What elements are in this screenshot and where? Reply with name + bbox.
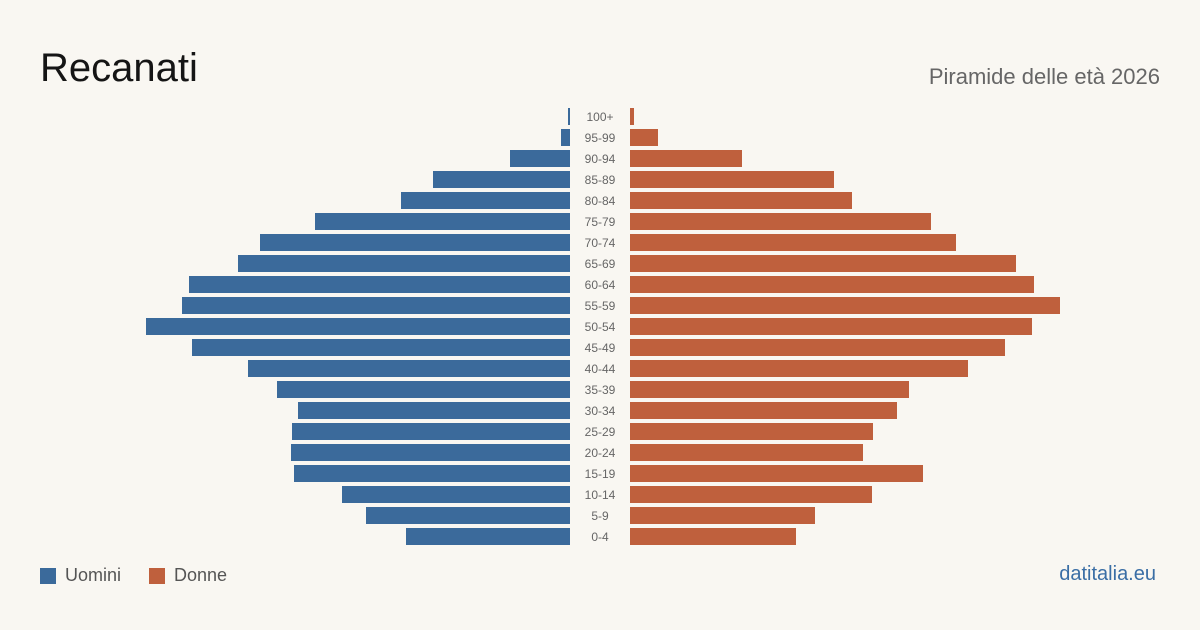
brand-label: datitalia.eu <box>1059 563 1156 585</box>
age-label-40-44: 40-44 <box>585 362 616 376</box>
bar-men-40-44 <box>248 360 570 377</box>
age-label-90-94: 90-94 <box>585 152 616 166</box>
bar-men-90-94 <box>510 150 570 167</box>
bar-men-65-69 <box>238 255 570 272</box>
bar-women-15-19 <box>630 465 923 482</box>
bar-men-50-54 <box>146 318 570 335</box>
age-label-25-29: 25-29 <box>585 425 616 439</box>
bar-women-80-84 <box>630 192 852 209</box>
bar-women-20-24 <box>630 444 863 461</box>
bar-women-60-64 <box>630 276 1034 293</box>
bar-men-85-89 <box>433 171 570 188</box>
age-label-50-54: 50-54 <box>585 320 616 334</box>
chart-legend: Uomini Donne <box>40 565 227 586</box>
bar-women-100+ <box>630 108 634 125</box>
bar-men-15-19 <box>294 465 570 482</box>
legend-item-women: Donne <box>149 565 227 586</box>
page-title: Recanati <box>40 46 198 90</box>
bar-men-5-9 <box>366 507 570 524</box>
age-label-55-59: 55-59 <box>585 299 616 313</box>
bar-women-90-94 <box>630 150 742 167</box>
age-label-75-79: 75-79 <box>585 215 616 229</box>
bar-women-10-14 <box>630 486 872 503</box>
age-label-65-69: 65-69 <box>585 257 616 271</box>
bar-men-95-99 <box>561 129 570 146</box>
age-label-100+: 100+ <box>586 110 613 124</box>
legend-label-women: Donne <box>174 565 228 585</box>
bar-men-0-4 <box>406 528 570 545</box>
age-label-60-64: 60-64 <box>585 278 616 292</box>
bar-women-55-59 <box>630 297 1060 314</box>
bar-women-50-54 <box>630 318 1032 335</box>
legend-label-men: Uomini <box>65 565 122 585</box>
bar-men-100+ <box>568 108 570 125</box>
bar-men-25-29 <box>292 423 570 440</box>
bar-women-25-29 <box>630 423 873 440</box>
age-label-5-9: 5-9 <box>591 509 609 523</box>
age-label-80-84: 80-84 <box>585 194 616 208</box>
bar-men-70-74 <box>260 234 570 251</box>
age-label-30-34: 30-34 <box>585 404 616 418</box>
age-label-15-19: 15-19 <box>585 467 616 481</box>
age-label-35-39: 35-39 <box>585 383 616 397</box>
bar-women-40-44 <box>630 360 968 377</box>
age-label-45-49: 45-49 <box>585 341 616 355</box>
men-swatch <box>40 567 56 584</box>
bar-men-45-49 <box>192 339 570 356</box>
bar-women-0-4 <box>630 528 796 545</box>
bar-women-65-69 <box>630 255 1016 272</box>
bar-women-70-74 <box>630 234 956 251</box>
bar-women-85-89 <box>630 171 834 188</box>
age-label-95-99: 95-99 <box>585 131 616 145</box>
bar-men-80-84 <box>401 192 570 209</box>
chart-subtitle: Piramide delle età 2026 <box>928 64 1160 89</box>
bar-men-10-14 <box>342 486 570 503</box>
age-label-70-74: 70-74 <box>585 236 616 250</box>
legend-item-men: Uomini <box>40 565 121 586</box>
bar-women-45-49 <box>630 339 1005 356</box>
bar-women-30-34 <box>630 402 897 419</box>
bar-women-75-79 <box>630 213 931 230</box>
bar-women-35-39 <box>630 381 909 398</box>
age-label-10-14: 10-14 <box>585 488 616 502</box>
age-label-85-89: 85-89 <box>585 173 616 187</box>
bar-women-95-99 <box>630 129 658 146</box>
age-label-0-4: 0-4 <box>591 530 609 544</box>
bar-men-30-34 <box>298 402 570 419</box>
bar-men-55-59 <box>182 297 570 314</box>
bar-men-35-39 <box>277 381 570 398</box>
bar-men-60-64 <box>189 276 570 293</box>
bar-women-5-9 <box>630 507 815 524</box>
bar-men-75-79 <box>315 213 570 230</box>
bar-men-20-24 <box>291 444 570 461</box>
women-swatch <box>149 567 166 584</box>
age-label-20-24: 20-24 <box>585 446 616 460</box>
